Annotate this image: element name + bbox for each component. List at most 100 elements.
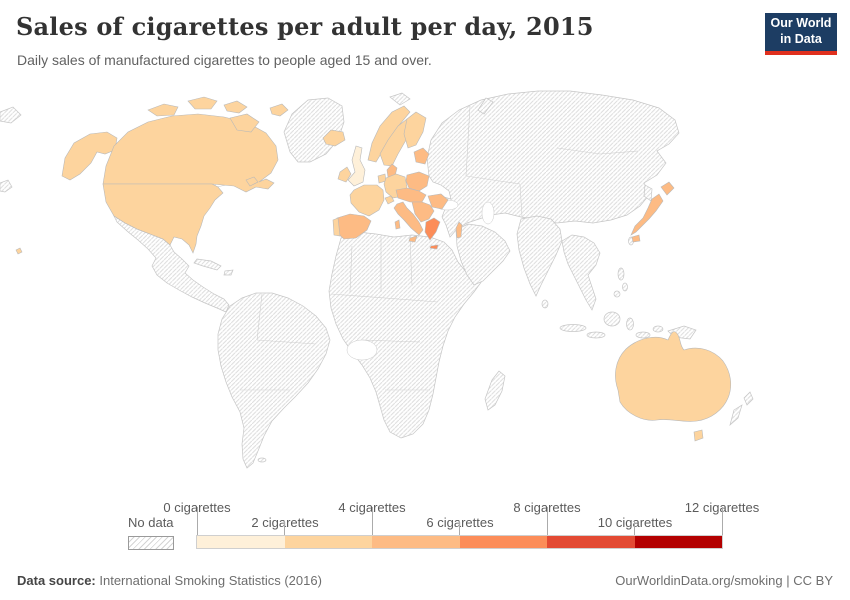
country-portugal[interactable] bbox=[332, 217, 341, 237]
region-baltic-states[interactable] bbox=[413, 147, 430, 165]
islands-indonesia bbox=[559, 324, 587, 332]
island-sulawesi bbox=[626, 317, 634, 331]
data-source-value: International Smoking Statistics (2016) bbox=[99, 573, 322, 588]
data-source-label: Data source: bbox=[17, 573, 96, 588]
country-japan-kyushu[interactable] bbox=[631, 234, 641, 243]
legend-tick bbox=[284, 521, 285, 536]
license-label: CC BY bbox=[793, 573, 833, 588]
island-newfoundland bbox=[245, 176, 259, 187]
legend-tick bbox=[459, 521, 460, 536]
country-united-states[interactable] bbox=[102, 183, 224, 254]
country-denmark[interactable] bbox=[386, 163, 398, 178]
country-canada[interactable] bbox=[102, 113, 279, 193]
legend-tick bbox=[547, 507, 548, 536]
islands-falkland bbox=[257, 457, 267, 463]
country-madagascar[interactable] bbox=[484, 370, 506, 411]
country-france[interactable] bbox=[349, 184, 385, 217]
country-greenland[interactable] bbox=[283, 97, 345, 163]
country-finland[interactable] bbox=[403, 111, 427, 149]
legend-no-data-label: No data bbox=[128, 515, 174, 530]
country-poland[interactable] bbox=[405, 171, 430, 192]
islands-hawaii bbox=[15, 247, 23, 255]
country-hispaniola[interactable] bbox=[223, 269, 234, 276]
island-tasmania bbox=[693, 429, 704, 442]
land-fragment bbox=[0, 179, 13, 193]
country-new-zealand[interactable] bbox=[743, 391, 754, 406]
country-borders bbox=[240, 105, 639, 391]
islands-philippines bbox=[622, 282, 628, 292]
arctic-islands bbox=[147, 103, 179, 117]
country-ireland[interactable] bbox=[337, 166, 352, 183]
legend-tick bbox=[722, 507, 723, 536]
country-united-kingdom[interactable] bbox=[347, 145, 366, 187]
separator: | bbox=[786, 573, 790, 588]
country-norway[interactable] bbox=[367, 105, 411, 163]
caspian-sea bbox=[481, 201, 495, 225]
island-borneo bbox=[603, 311, 621, 327]
logo-line1: Our World bbox=[770, 16, 832, 31]
island-crete bbox=[429, 244, 439, 250]
chart-subtitle: Daily sales of manufactured cigarettes t… bbox=[17, 52, 432, 68]
owid-logo[interactable]: Our World in Data bbox=[765, 13, 837, 55]
islands-novaya-zemlya bbox=[477, 97, 494, 115]
country-israel[interactable] bbox=[455, 221, 463, 239]
chart-footer: Data source: International Smoking Stati… bbox=[17, 573, 833, 588]
arctic-islands bbox=[187, 96, 218, 110]
legend-bin-segment[interactable] bbox=[459, 536, 547, 548]
islands-indonesia bbox=[635, 331, 651, 339]
region-arabia[interactable] bbox=[455, 223, 511, 286]
country-sri-lanka bbox=[541, 299, 549, 309]
country-iceland[interactable] bbox=[322, 129, 346, 147]
gulf-of-guinea bbox=[346, 339, 378, 361]
legend-tick bbox=[634, 521, 635, 536]
islands-philippines bbox=[613, 290, 621, 298]
country-japan-hokkaido[interactable] bbox=[660, 181, 675, 196]
islands-svalbard bbox=[389, 92, 411, 106]
region-romania-bulgaria[interactable] bbox=[427, 193, 449, 210]
legend-no-data-swatch[interactable] bbox=[128, 536, 174, 550]
legend-tick-label-10: 10 cigarettes bbox=[597, 515, 673, 530]
islands-indonesia bbox=[586, 331, 606, 339]
legend-tick bbox=[372, 507, 373, 536]
legend-bin-segment[interactable] bbox=[372, 536, 460, 548]
islands-indonesia bbox=[652, 325, 664, 333]
region-eurasia[interactable] bbox=[426, 90, 680, 238]
country-greece[interactable] bbox=[424, 217, 441, 241]
world-map-svg[interactable] bbox=[0, 88, 850, 483]
map-legend: 0 cigarettes 2 cigarettes 4 cigarettes 6… bbox=[0, 500, 850, 552]
owid-link[interactable]: OurWorldinData.org/smoking bbox=[615, 573, 783, 588]
legend-color-bar bbox=[196, 535, 723, 549]
legend-bin-segment[interactable] bbox=[197, 536, 285, 548]
continent-south-america[interactable] bbox=[217, 292, 331, 469]
country-switzerland[interactable] bbox=[384, 195, 395, 205]
logo-line2: in Data bbox=[780, 32, 822, 46]
land-fragment bbox=[0, 106, 22, 124]
legend-bin-segment[interactable] bbox=[284, 536, 372, 548]
data-source: Data source: International Smoking Stati… bbox=[17, 573, 322, 588]
country-australia[interactable] bbox=[615, 331, 732, 422]
legend-bin-segment[interactable] bbox=[634, 536, 722, 548]
legend-tick bbox=[197, 507, 198, 536]
region-indochina[interactable] bbox=[561, 234, 601, 311]
country-japan-honshu[interactable] bbox=[630, 193, 664, 236]
arctic-islands bbox=[223, 100, 248, 114]
country-new-zealand[interactable] bbox=[729, 404, 743, 427]
island-sardinia bbox=[394, 219, 401, 230]
country-cuba[interactable] bbox=[193, 258, 222, 271]
attribution: OurWorldinData.org/smoking | CC BY bbox=[615, 573, 833, 588]
legend-tick-label-6: 6 cigarettes bbox=[426, 515, 494, 530]
island-sicily bbox=[408, 235, 418, 243]
continent-africa[interactable] bbox=[328, 231, 483, 439]
legend-tick-label-2: 2 cigarettes bbox=[251, 515, 319, 530]
islands-philippines bbox=[617, 267, 625, 281]
country-india[interactable] bbox=[516, 215, 563, 297]
region-central-europe[interactable] bbox=[395, 187, 427, 203]
world-map[interactable] bbox=[0, 88, 850, 483]
country-italy[interactable] bbox=[393, 201, 424, 236]
page-title: Sales of cigarettes per adult per day, 2… bbox=[16, 12, 594, 41]
region-balkans[interactable] bbox=[411, 201, 435, 223]
island-baffin bbox=[229, 113, 260, 133]
island-ellesmere bbox=[269, 103, 289, 117]
legend-bin-segment[interactable] bbox=[547, 536, 635, 548]
